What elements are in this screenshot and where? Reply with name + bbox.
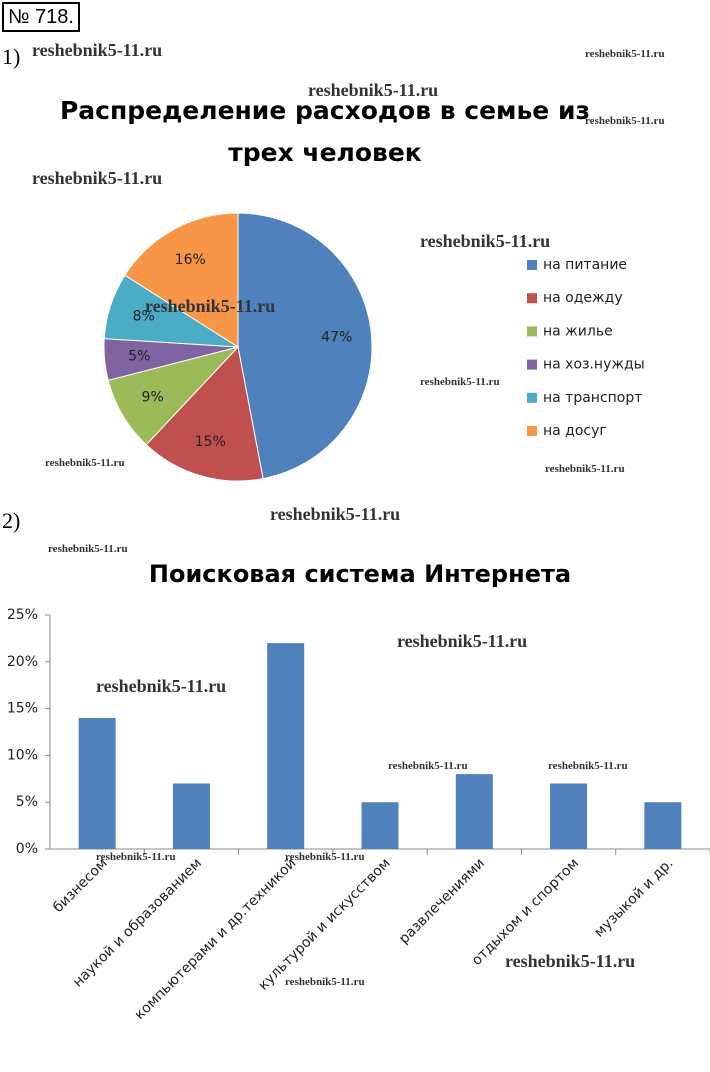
y-tick-label: 15% [7, 701, 38, 717]
watermark: reshebnik5-11.ru [285, 976, 365, 988]
data-label: 5% [128, 348, 150, 364]
legend-label: на одежду [543, 290, 623, 306]
bar [644, 802, 682, 849]
watermark: reshebnik5-11.ru [548, 760, 628, 772]
part-label: 1) [2, 44, 21, 69]
legend-swatch [527, 293, 537, 304]
bar [455, 774, 493, 849]
watermark: reshebnik5-11.ru [420, 231, 551, 251]
y-tick-label: 10% [7, 747, 38, 763]
y-tick-label: 5% [16, 794, 38, 810]
x-tick-label: компьютерами и др.техникой [132, 855, 300, 1023]
bar [361, 802, 399, 849]
chart-title: Поисковая система Интернета [148, 560, 572, 588]
bar [172, 783, 210, 849]
bar [550, 783, 588, 849]
legend-swatch [527, 426, 537, 436]
exercise-number: № 718. [2, 2, 80, 32]
x-tick-label: бизнесом [50, 855, 111, 916]
legend-label: на досуг [543, 423, 607, 439]
data-label: 8% [133, 308, 155, 324]
legend-swatch [527, 359, 537, 370]
watermark: reshebnik5-11.ru [32, 168, 163, 188]
pie-slice [237, 212, 373, 480]
pie-slice [124, 212, 239, 348]
watermark: reshebnik5-11.ru [270, 504, 401, 524]
x-tick-label: музыкой и др. [591, 855, 676, 940]
watermark: reshebnik5-11.ru [96, 676, 227, 696]
data-label: 15% [195, 434, 226, 450]
legend-label: на питание [543, 257, 627, 273]
chart-title: Распределение расходов в семье из трех ч… [59, 96, 591, 167]
bar [267, 643, 305, 849]
watermark: reshebnik5-11.ru [388, 760, 468, 772]
watermark: reshebnik5-11.ru [32, 40, 163, 60]
watermark: reshebnik5-11.ru [285, 851, 365, 863]
watermark: reshebnik5-11.ru [96, 851, 176, 863]
watermark: reshebnik5-11.ru [420, 376, 500, 388]
legend-label: на жилье [543, 323, 613, 339]
x-tick-label: развлечениями [396, 855, 488, 947]
bar [78, 717, 116, 849]
y-tick-label: 20% [7, 654, 38, 670]
y-tick-label: 25% [7, 607, 38, 623]
watermark: reshebnik5-11.ru [585, 115, 665, 127]
legend-swatch [527, 326, 537, 337]
watermark: reshebnik5-11.ru [505, 951, 636, 971]
watermark: reshebnik5-11.ru [308, 80, 439, 100]
data-label: 9% [142, 389, 164, 405]
watermark: reshebnik5-11.ru [545, 463, 625, 475]
pie-slice [145, 345, 264, 482]
legend-label: на хоз.нужды [543, 357, 645, 373]
y-tick-label: 0% [16, 841, 38, 857]
part-label: 2) [2, 508, 21, 533]
watermark: reshebnik5-11.ru [585, 48, 665, 60]
watermark: reshebnik5-11.ru [397, 631, 528, 651]
legend-swatch [527, 392, 537, 403]
watermark: reshebnik5-11.ru [145, 296, 276, 316]
watermark: reshebnik5-11.ru [48, 543, 128, 555]
legend-swatch [527, 260, 537, 270]
watermark: reshebnik5-11.ru [45, 457, 125, 469]
data-label: 47% [321, 330, 352, 346]
data-label: 16% [175, 252, 206, 268]
legend-label: на транспорт [543, 390, 642, 406]
